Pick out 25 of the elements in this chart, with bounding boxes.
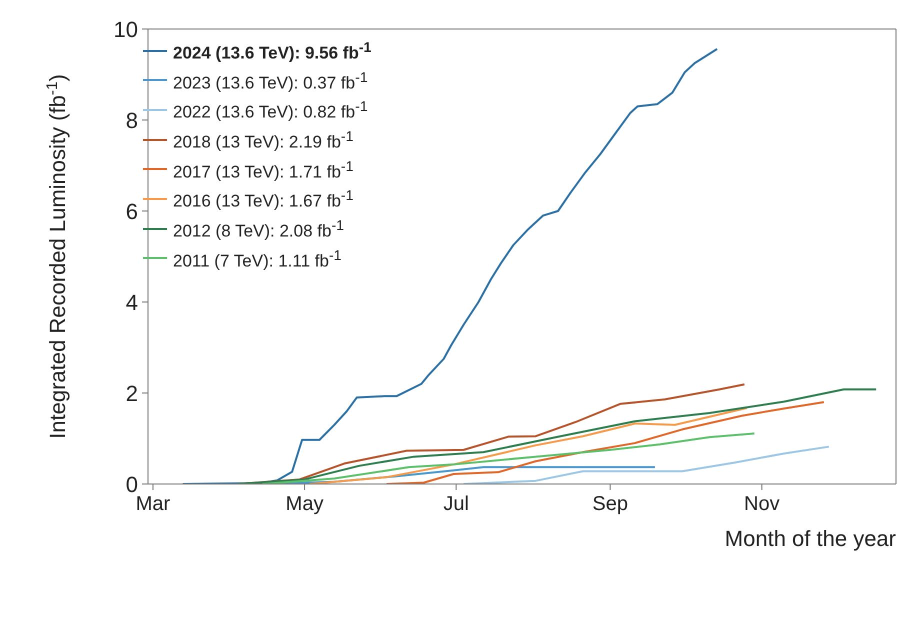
x-tick-label: Mar <box>136 493 171 516</box>
x-tick-label: Nov <box>744 493 780 516</box>
legend-label: 2024 (13.6 TeV): 9.56 fb$^{-1}$ <box>173 39 372 65</box>
legend-label: 2023 (13.6 TeV): 0.37 fb$^{-1}$ <box>173 68 368 94</box>
line-series <box>308 407 748 484</box>
y-tick-label: 2 <box>126 380 138 406</box>
y-tick-label: 6 <box>126 198 138 224</box>
line-series <box>261 432 756 484</box>
legend-label: 2017 (13 TeV): 1.71 fb$^{-1}$ <box>173 158 354 184</box>
legend-label: 2012 (8 TeV): 2.08 fb$^{-1}$ <box>173 216 344 243</box>
y-tick-label: 8 <box>126 108 138 133</box>
x-tick-label: May <box>286 493 324 516</box>
x-tick-label: Sep <box>592 493 628 516</box>
x-tick-label: Jul <box>443 493 469 516</box>
y-tick-label: 10 <box>114 16 138 42</box>
y-tick-label: 4 <box>126 290 138 315</box>
y-tick-label: 0 <box>126 472 138 497</box>
legend-label: 2016 (13 TeV): 1.67 fb$^{-1}$ <box>173 187 354 213</box>
x-axis-title: Month of the year <box>724 526 896 551</box>
line-series <box>236 388 878 484</box>
legend-label: 2018 (13 TeV): 2.19 fb$^{-1}$ <box>173 128 354 154</box>
legend-label: 2022 (13.6 TeV): 0.82 fb$^{-1}$ <box>173 98 368 124</box>
line-series <box>462 446 830 484</box>
legend-label: 2011 (7 TeV): 1.11 fb$^{-1}$ <box>173 246 342 272</box>
line-series <box>386 401 825 484</box>
